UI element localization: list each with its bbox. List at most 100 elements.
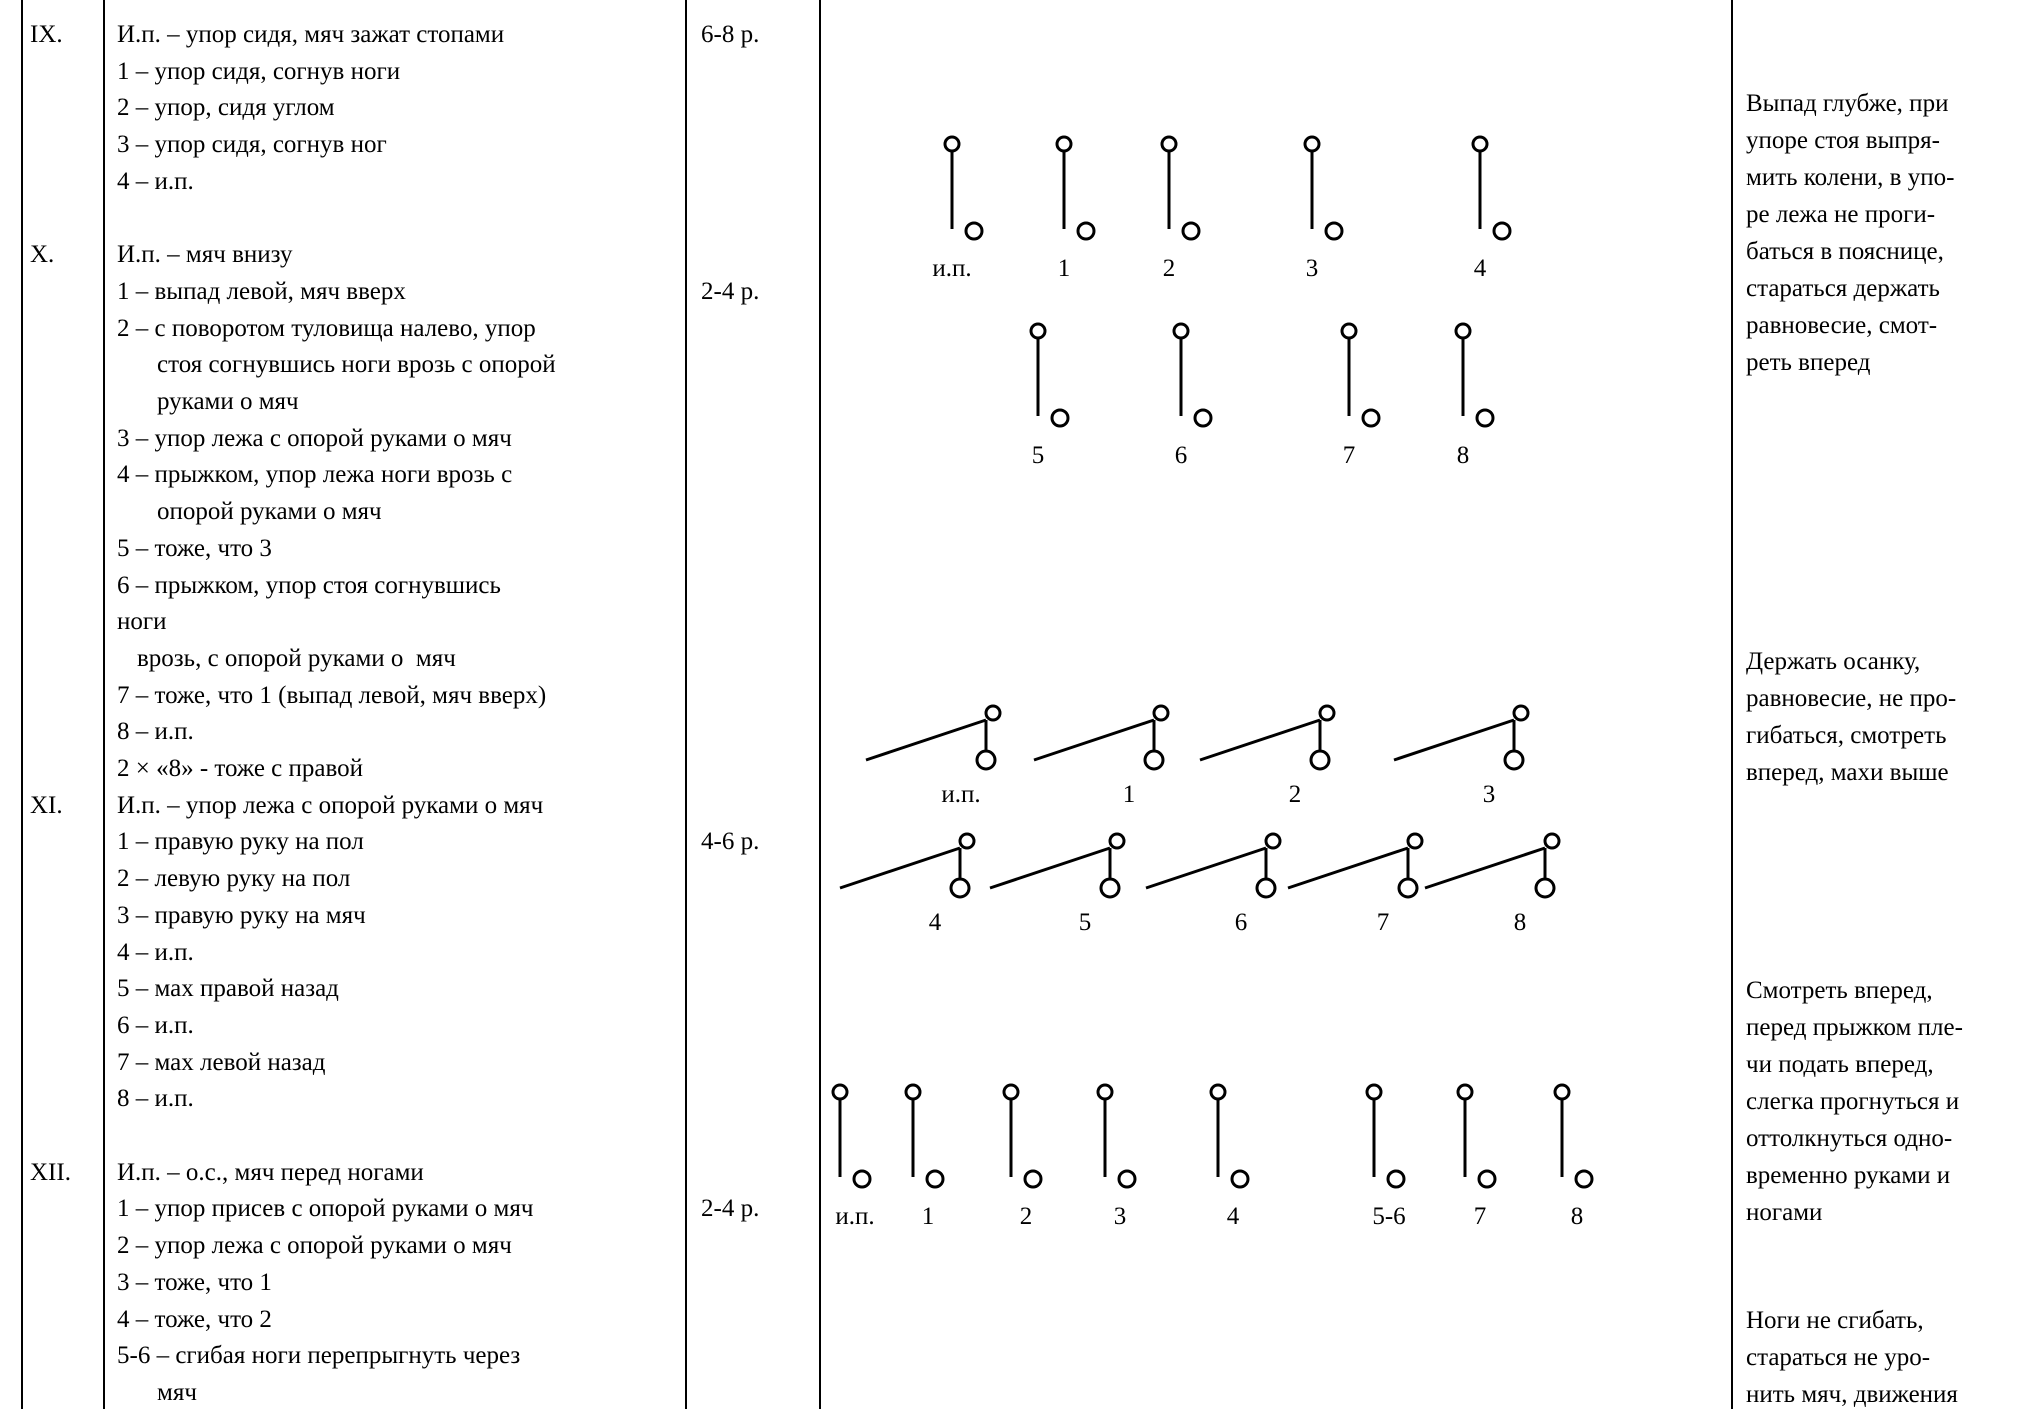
exercise-line: И.п. – упор сидя, мяч зажат стопами: [117, 21, 505, 48]
note-line: реть вперед: [1746, 349, 1871, 376]
stick-figure-part: [1553, 1083, 1571, 1101]
figure-label: 8: [1570, 1203, 1584, 1230]
exercise-line: И.п. – упор лежа с опорой руками о мяч: [117, 791, 544, 819]
stick-figure-part: [1543, 832, 1561, 850]
table-border: [1731, 0, 1733, 1409]
exercise-number: XII.: [30, 1158, 71, 1186]
exercise-line: 4 – тоже, что 2: [117, 1305, 272, 1333]
note-line: стараться не уро-: [1746, 1344, 1931, 1371]
stick-figure-part: [1023, 1169, 1043, 1189]
figure-label: 3: [1113, 1203, 1127, 1230]
figure-label: 6: [1234, 909, 1248, 936]
stick-figure-part: [1365, 1083, 1383, 1101]
stick-figure-part: [975, 749, 997, 771]
figure-label: и.п.: [835, 1203, 875, 1230]
figure-label: 1: [1057, 255, 1071, 282]
stick-figure-part: [1209, 1083, 1227, 1101]
stick-figure-part: [1230, 1169, 1250, 1189]
note-line: оттолкнуться одно-: [1746, 1125, 1953, 1152]
stick-figure-part: [964, 221, 984, 241]
stick-figure-part: [1108, 832, 1126, 850]
figure-label: 8: [1513, 909, 1527, 936]
stick-figure-part: [1181, 221, 1201, 241]
table-border: [103, 0, 105, 1409]
stick-figure-part: [1503, 749, 1525, 771]
exercise-line: 5 – тоже, что 3: [117, 534, 272, 562]
exercise-line: 2 – упор лежа с опорой руками о мяч: [117, 1232, 512, 1260]
note-line: Выпад глубже, при: [1746, 90, 1949, 117]
stick-figure-part: [1471, 135, 1489, 153]
stick-figure-part: [1160, 135, 1178, 153]
figure-label: 8: [1456, 442, 1470, 469]
stick-figure-part: [1096, 1083, 1114, 1101]
exercise-number: IX.: [30, 21, 63, 48]
stick-figure-part: [1324, 221, 1344, 241]
note-line: баться в пояснице,: [1746, 238, 1944, 265]
figure-label: 4: [1473, 255, 1487, 282]
note-line: мить колени, в упо-: [1746, 164, 1955, 191]
stick-figure-part: [1477, 1169, 1497, 1189]
exercise-line: врозь, с опорой руками о мяч: [137, 644, 456, 672]
stick-figure-part: [943, 135, 961, 153]
stick-figure-part: [984, 704, 1002, 722]
figure-label: 3: [1305, 255, 1319, 282]
stick-figure-part: [1534, 877, 1556, 899]
stick-figure-part: [852, 1169, 872, 1189]
note-line: гибаться, смотреть: [1746, 722, 1947, 749]
exercise-line: 3 – упор сидя, согнув ног: [117, 131, 387, 159]
exercise-line: 4 – и.п.: [117, 938, 194, 966]
exercise-line: 6 – и.п.: [117, 1011, 194, 1039]
exercise-line: 1 – выпад левой, мяч вверх: [117, 277, 406, 305]
stick-figure-part: [1393, 718, 1515, 762]
exercise-line: руками о мяч: [157, 388, 299, 415]
stick-figure-part: [1172, 322, 1190, 340]
note-line: Смотреть вперед,: [1746, 977, 1933, 1004]
exercise-line: 3 – упор лежа с опорой руками о мяч: [117, 424, 512, 452]
figure-label: и.п.: [941, 781, 981, 808]
exercise-line: мяч: [157, 1378, 197, 1406]
stick-figure-part: [1199, 718, 1321, 762]
stick-figure-part: [949, 877, 971, 899]
figure-label: 1: [921, 1203, 935, 1230]
figure-label: 2: [1019, 1203, 1033, 1230]
exercise-line: 5 – мах правой назад: [117, 975, 339, 1003]
exercise-line: 4 – и.п.: [117, 167, 194, 195]
exercise-line: 7 – мах левой назад: [117, 1048, 326, 1076]
note-line: ногами: [1746, 1199, 1823, 1226]
stick-figure-part: [1303, 135, 1321, 153]
note-line: Ноги не сгибать,: [1746, 1307, 1924, 1334]
figure-label: 3: [1482, 781, 1496, 808]
stick-figure-part: [1152, 704, 1170, 722]
stick-figure-part: [925, 1169, 945, 1189]
note-line: нить мяч, движения: [1746, 1381, 1958, 1408]
note-line: слегка прогнуться и: [1746, 1088, 1960, 1115]
stick-figure-part: [1033, 718, 1155, 762]
stick-figure-part: [1475, 408, 1495, 428]
exercise-line: И.п. – мяч внизу: [117, 241, 293, 269]
stick-figure-part: [1454, 322, 1472, 340]
note-line: ре лежа не проги-: [1746, 201, 1936, 228]
stick-figure-part: [958, 832, 976, 850]
stick-figure-part: [1574, 1169, 1594, 1189]
exercise-line: 2 – упор, сидя углом: [117, 94, 335, 122]
figure-label: 5: [1031, 442, 1045, 469]
exercise-line: 1 – правую руку на пол: [117, 828, 364, 856]
stick-figure-part: [1143, 749, 1165, 771]
stick-figure-part: [1029, 322, 1047, 340]
table-border: [819, 0, 821, 1409]
figure-label: 5: [1078, 909, 1092, 936]
stick-figure-part: [1287, 846, 1409, 890]
exercise-line: 3 – тоже, что 1: [117, 1268, 272, 1296]
table-border: [21, 0, 23, 1409]
stick-figure-part: [1076, 221, 1096, 241]
stick-figure-part: [1145, 846, 1267, 890]
dosage: 6-8 р.: [701, 21, 760, 48]
table-border: [685, 0, 687, 1409]
figure-label: 7: [1342, 442, 1356, 469]
stick-figure-part: [1361, 408, 1381, 428]
exercise-line: стоя согнувшись ноги врозь с опорой: [157, 351, 556, 379]
note-line: упоре стоя выпря-: [1746, 127, 1940, 154]
stick-figure-part: [1117, 1169, 1137, 1189]
note-line: вперед, махи выше: [1746, 759, 1949, 786]
